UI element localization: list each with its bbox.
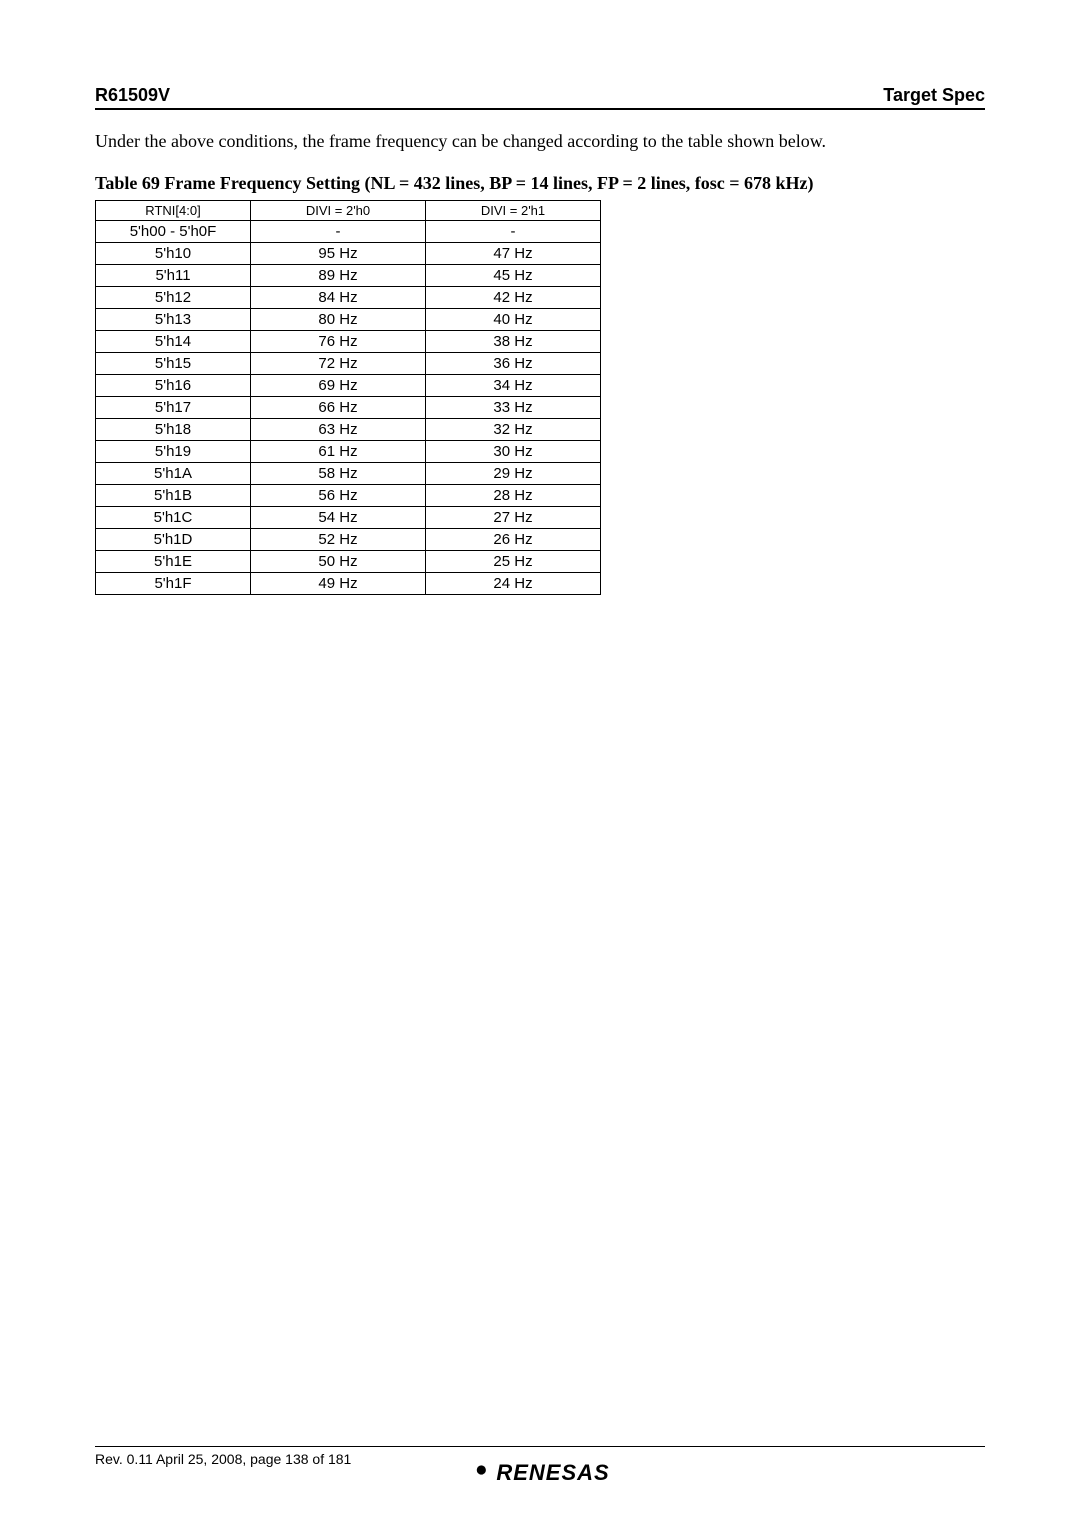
table-cell: 89 Hz xyxy=(251,265,426,287)
table-cell: 45 Hz xyxy=(426,265,601,287)
table-cell: 80 Hz xyxy=(251,309,426,331)
product-code: R61509V xyxy=(95,85,170,106)
table-row: 5'h1572 Hz36 Hz xyxy=(96,353,601,375)
table-cell: 27 Hz xyxy=(426,507,601,529)
table-cell: 25 Hz xyxy=(426,551,601,573)
table-cell: 66 Hz xyxy=(251,397,426,419)
table-cell: 42 Hz xyxy=(426,287,601,309)
table-caption: Table 69 Frame Frequency Setting (NL = 4… xyxy=(95,173,985,194)
table-header-cell: RTNI[4:0] xyxy=(96,201,251,221)
table-cell: 50 Hz xyxy=(251,551,426,573)
table-header-row: RTNI[4:0] DIVI = 2'h0 DIVI = 2'h1 xyxy=(96,201,601,221)
table-cell: 56 Hz xyxy=(251,485,426,507)
renesas-dot-icon xyxy=(470,1459,492,1487)
table-cell: 30 Hz xyxy=(426,441,601,463)
table-row: 5'h00 - 5'h0F-- xyxy=(96,221,601,243)
table-row: 5'h1F49 Hz24 Hz xyxy=(96,573,601,595)
table-cell: 76 Hz xyxy=(251,331,426,353)
table-cell: 5'h1B xyxy=(96,485,251,507)
table-cell: 69 Hz xyxy=(251,375,426,397)
table-cell: 5'h13 xyxy=(96,309,251,331)
table-cell: 95 Hz xyxy=(251,243,426,265)
table-cell: 34 Hz xyxy=(426,375,601,397)
table-cell: - xyxy=(426,221,601,243)
table-cell: 5'h1A xyxy=(96,463,251,485)
frequency-table: RTNI[4:0] DIVI = 2'h0 DIVI = 2'h1 5'h00 … xyxy=(95,200,601,595)
renesas-logo: RENESAS xyxy=(470,1459,609,1487)
table-row: 5'h1669 Hz34 Hz xyxy=(96,375,601,397)
table-cell: 5'h1D xyxy=(96,529,251,551)
table-cell: 5'h1C xyxy=(96,507,251,529)
table-header-cell: DIVI = 2'h1 xyxy=(426,201,601,221)
table-cell: 84 Hz xyxy=(251,287,426,309)
table-row: 5'h1961 Hz30 Hz xyxy=(96,441,601,463)
table-row: 5'h1863 Hz32 Hz xyxy=(96,419,601,441)
table-row: 5'h1095 Hz47 Hz xyxy=(96,243,601,265)
table-cell: 47 Hz xyxy=(426,243,601,265)
table-cell: 5'h12 xyxy=(96,287,251,309)
table-cell: 54 Hz xyxy=(251,507,426,529)
page-header: R61509V Target Spec xyxy=(95,85,985,110)
table-cell: 32 Hz xyxy=(426,419,601,441)
table-cell: 58 Hz xyxy=(251,463,426,485)
table-cell: 5'h19 xyxy=(96,441,251,463)
table-cell: 49 Hz xyxy=(251,573,426,595)
table-row: 5'h1E50 Hz25 Hz xyxy=(96,551,601,573)
table-row: 5'h1D52 Hz26 Hz xyxy=(96,529,601,551)
table-row: 5'h1476 Hz38 Hz xyxy=(96,331,601,353)
table-cell: 5'h1F xyxy=(96,573,251,595)
table-row: 5'h1766 Hz33 Hz xyxy=(96,397,601,419)
table-cell: 33 Hz xyxy=(426,397,601,419)
table-header-cell: DIVI = 2'h0 xyxy=(251,201,426,221)
table-row: 5'h1189 Hz45 Hz xyxy=(96,265,601,287)
intro-paragraph: Under the above conditions, the frame fr… xyxy=(95,130,985,153)
table-cell: 5'h11 xyxy=(96,265,251,287)
table-cell: 63 Hz xyxy=(251,419,426,441)
table-cell: 26 Hz xyxy=(426,529,601,551)
table-cell: 28 Hz xyxy=(426,485,601,507)
table-cell: 24 Hz xyxy=(426,573,601,595)
table-cell: 5'h15 xyxy=(96,353,251,375)
table-row: 5'h1C54 Hz27 Hz xyxy=(96,507,601,529)
table-row: 5'h1A58 Hz29 Hz xyxy=(96,463,601,485)
table-cell: 5'h1E xyxy=(96,551,251,573)
table-cell: 5'h17 xyxy=(96,397,251,419)
table-cell: 5'h16 xyxy=(96,375,251,397)
table-cell: 29 Hz xyxy=(426,463,601,485)
table-cell: 5'h18 xyxy=(96,419,251,441)
table-cell: 5'h14 xyxy=(96,331,251,353)
table-cell: 72 Hz xyxy=(251,353,426,375)
renesas-logo-text: RENESAS xyxy=(496,1460,609,1486)
table-cell: 36 Hz xyxy=(426,353,601,375)
footer-rule xyxy=(95,1446,985,1447)
table-cell: 61 Hz xyxy=(251,441,426,463)
table-cell: 52 Hz xyxy=(251,529,426,551)
table-cell: - xyxy=(251,221,426,243)
table-cell: 5'h10 xyxy=(96,243,251,265)
spec-label: Target Spec xyxy=(883,85,985,106)
table-row: 5'h1380 Hz40 Hz xyxy=(96,309,601,331)
table-row: 5'h1284 Hz42 Hz xyxy=(96,287,601,309)
table-cell: 5'h00 - 5'h0F xyxy=(96,221,251,243)
table-cell: 40 Hz xyxy=(426,309,601,331)
table-cell: 38 Hz xyxy=(426,331,601,353)
table-row: 5'h1B56 Hz28 Hz xyxy=(96,485,601,507)
